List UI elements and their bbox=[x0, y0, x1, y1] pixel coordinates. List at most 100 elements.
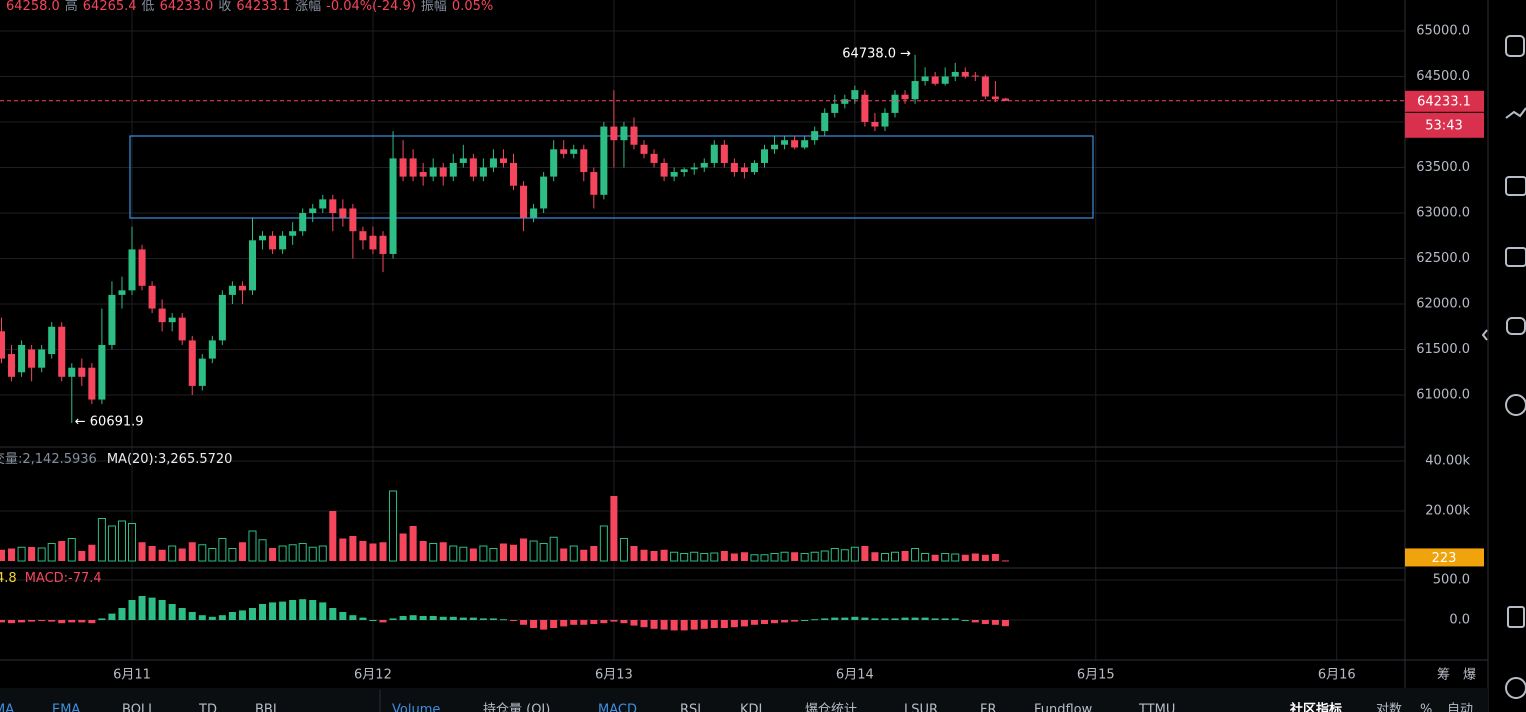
candle-body bbox=[379, 235, 387, 254]
toolbar-item[interactable]: Volume bbox=[392, 703, 440, 712]
macd-bar bbox=[791, 620, 799, 622]
macd-bar bbox=[861, 617, 869, 620]
volume-bar bbox=[349, 536, 357, 561]
volume-bar bbox=[640, 549, 648, 561]
volume-bar bbox=[871, 552, 879, 561]
toolbar-item[interactable]: EMA bbox=[52, 703, 80, 712]
macd-bar bbox=[399, 616, 407, 620]
collapse-tab[interactable] bbox=[1481, 329, 1488, 341]
volume-bar bbox=[529, 540, 538, 562]
volume-bar bbox=[28, 547, 36, 561]
candle-body bbox=[690, 167, 698, 170]
toolbar-item[interactable]: LSUR bbox=[904, 703, 938, 712]
sidebar-icon[interactable] bbox=[1505, 176, 1526, 196]
sidebar-icon[interactable] bbox=[1505, 107, 1526, 119]
toolbar-item[interactable]: MACD bbox=[598, 703, 637, 712]
macd-bar bbox=[289, 600, 297, 620]
volume-bar bbox=[168, 545, 177, 562]
sidebar-icon[interactable] bbox=[1505, 677, 1526, 699]
volume-bar bbox=[981, 554, 989, 561]
volume-bar bbox=[630, 546, 638, 561]
volume-bar bbox=[560, 548, 568, 561]
axis-tool[interactable]: 筹 bbox=[1437, 667, 1450, 683]
toolbar-item[interactable]: KDJ bbox=[740, 703, 762, 712]
toolbar-item[interactable]: 持仓量 (OI) bbox=[483, 703, 550, 712]
sidebar-icon[interactable] bbox=[1505, 247, 1526, 267]
candle-body bbox=[168, 317, 176, 323]
toolbar-item[interactable]: % bbox=[1420, 703, 1432, 712]
volume-bar bbox=[690, 551, 699, 562]
candle-body bbox=[178, 317, 186, 341]
toolbar-item[interactable]: RSI bbox=[680, 703, 701, 712]
macd-bar bbox=[1001, 620, 1009, 627]
candle-body bbox=[329, 199, 337, 214]
candle-body bbox=[680, 169, 688, 173]
candle-body bbox=[128, 249, 136, 291]
volume-bar bbox=[941, 553, 950, 562]
macd-bar bbox=[931, 618, 939, 620]
macd-bar bbox=[499, 619, 507, 621]
volume-bar bbox=[138, 542, 146, 561]
candle-body bbox=[319, 199, 327, 209]
volume-bar bbox=[117, 520, 126, 562]
macd-bar bbox=[600, 620, 608, 624]
candle-body bbox=[971, 75, 979, 77]
sidebar-icon[interactable] bbox=[1506, 317, 1526, 335]
sidebar-icon[interactable] bbox=[1505, 394, 1526, 416]
toolbar-item[interactable]: MA bbox=[0, 703, 14, 712]
toolbar-item[interactable]: 社区指标 bbox=[1289, 702, 1342, 712]
candle-body bbox=[18, 344, 26, 373]
volume-bar bbox=[961, 554, 969, 561]
candle-body bbox=[941, 76, 949, 84]
toolbar-item[interactable]: TD bbox=[198, 703, 217, 712]
macd-bar bbox=[640, 620, 648, 628]
macd-bar bbox=[188, 612, 196, 620]
macd-bar bbox=[439, 616, 447, 620]
candle-body bbox=[38, 349, 46, 368]
volume-bar bbox=[449, 545, 458, 562]
volume-bar bbox=[650, 551, 658, 561]
candle-body bbox=[831, 103, 839, 113]
macd-bar bbox=[961, 620, 969, 621]
sidebar-icon[interactable] bbox=[1507, 606, 1525, 628]
toolbar-item[interactable]: 爆仓统计 bbox=[805, 703, 857, 712]
volume-bar bbox=[379, 542, 387, 561]
macd-bar bbox=[520, 620, 528, 625]
toolbar-item[interactable]: 自动 bbox=[1447, 703, 1473, 712]
macd-bar bbox=[760, 620, 769, 624]
volume-bar bbox=[258, 539, 267, 562]
volume-bar bbox=[780, 551, 789, 562]
y-tick-label: 61000.0 bbox=[1416, 388, 1470, 403]
candle-body bbox=[259, 235, 267, 241]
sidebar-icon[interactable] bbox=[1505, 35, 1525, 57]
volume-bar bbox=[921, 553, 930, 562]
axis-tool[interactable]: 爆 bbox=[1463, 668, 1476, 683]
candle-body bbox=[68, 367, 76, 377]
volume-bar bbox=[37, 547, 46, 562]
toolbar-item[interactable]: BBI bbox=[255, 703, 277, 712]
macd-bar bbox=[148, 597, 156, 620]
toolbar-item[interactable]: Fundflow bbox=[1034, 703, 1093, 712]
macd-bar bbox=[530, 620, 538, 628]
candle-body bbox=[479, 167, 487, 177]
toolbar-item[interactable]: BOLL bbox=[122, 703, 156, 712]
volume-bar bbox=[399, 533, 407, 561]
macd-bar bbox=[138, 596, 146, 620]
header-value: 64258.0 bbox=[6, 0, 60, 14]
toolbar-item[interactable]: 对数 bbox=[1376, 703, 1402, 712]
candle-body bbox=[459, 158, 467, 163]
candle-body bbox=[871, 122, 879, 127]
candle-body bbox=[469, 158, 477, 177]
macd-bar bbox=[891, 618, 899, 620]
candle-body bbox=[218, 294, 226, 341]
candle-body bbox=[720, 144, 728, 163]
volume-bar bbox=[158, 549, 166, 561]
macd-bar bbox=[710, 620, 718, 628]
volume-bar bbox=[419, 541, 427, 561]
toolbar-item[interactable]: FR bbox=[980, 703, 997, 712]
countdown-tag bbox=[1405, 112, 1484, 138]
volume-bar bbox=[991, 554, 999, 561]
toolbar bbox=[0, 688, 1488, 712]
toolbar-item[interactable]: TTMU bbox=[1138, 703, 1175, 712]
macd-bar bbox=[168, 604, 176, 620]
